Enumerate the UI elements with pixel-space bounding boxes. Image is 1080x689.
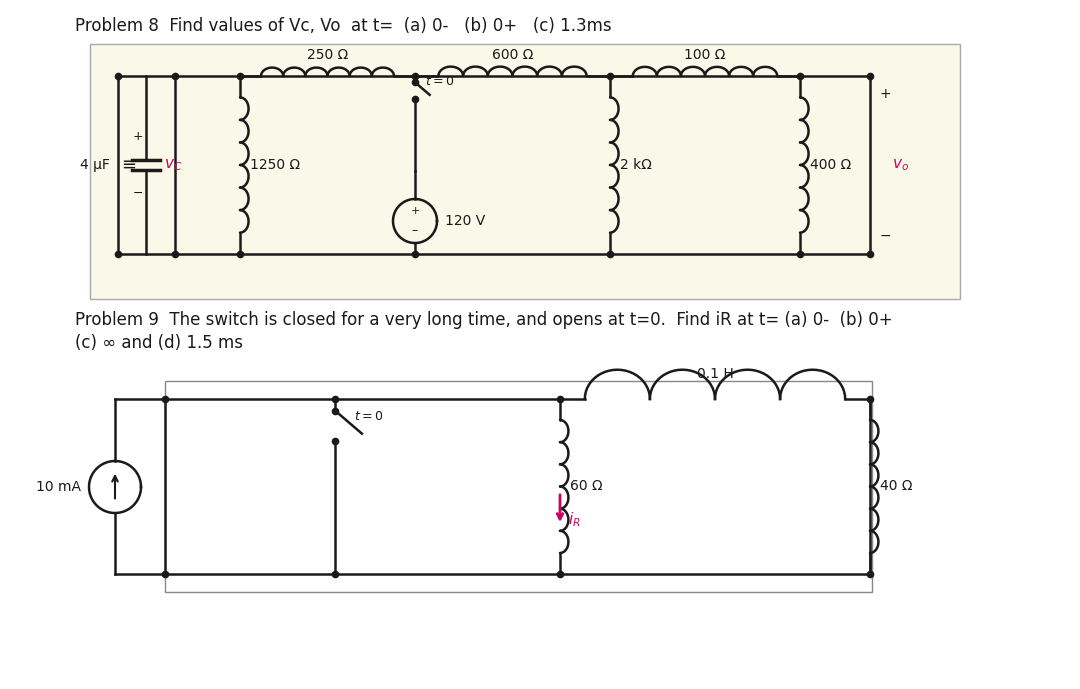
Text: $t=0$: $t=0$ <box>354 410 383 423</box>
Text: +: + <box>410 206 420 216</box>
Text: +: + <box>879 87 891 101</box>
Text: 120 V: 120 V <box>445 214 485 228</box>
Text: 2 kΩ: 2 kΩ <box>620 158 652 172</box>
Text: 60 Ω: 60 Ω <box>570 480 603 493</box>
Text: −: − <box>133 187 144 200</box>
Text: 400 Ω: 400 Ω <box>810 158 851 172</box>
Text: 4 μF: 4 μF <box>80 158 110 172</box>
Text: 100 Ω: 100 Ω <box>685 48 726 62</box>
Text: 0.1 H: 0.1 H <box>697 367 733 381</box>
Text: Problem 9  The switch is closed for a very long time, and opens at t=0.  Find iR: Problem 9 The switch is closed for a ver… <box>75 311 893 329</box>
Text: 10 mA: 10 mA <box>36 480 81 494</box>
Text: 40 Ω: 40 Ω <box>880 480 913 493</box>
Text: 250 Ω: 250 Ω <box>307 48 348 62</box>
Text: +: + <box>133 130 144 143</box>
Text: ≡: ≡ <box>121 156 136 174</box>
Text: Problem 8  Find values of Vc, Vo  at t=  (a) 0-   (b) 0+   (c) 1.3ms: Problem 8 Find values of Vc, Vo at t= (a… <box>75 17 611 35</box>
Text: –: – <box>411 225 418 238</box>
Text: (c) ∞ and (d) 1.5 ms: (c) ∞ and (d) 1.5 ms <box>75 334 243 352</box>
Text: $v_o$: $v_o$ <box>892 157 909 173</box>
Text: $v_C$: $v_C$ <box>164 157 183 173</box>
Text: $t=0$: $t=0$ <box>426 74 455 88</box>
Text: −: − <box>879 229 891 243</box>
Text: $i_R$: $i_R$ <box>568 511 581 529</box>
Text: 1250 Ω: 1250 Ω <box>249 158 300 172</box>
FancyBboxPatch shape <box>90 44 960 299</box>
FancyBboxPatch shape <box>165 381 872 592</box>
Text: 600 Ω: 600 Ω <box>491 48 534 62</box>
